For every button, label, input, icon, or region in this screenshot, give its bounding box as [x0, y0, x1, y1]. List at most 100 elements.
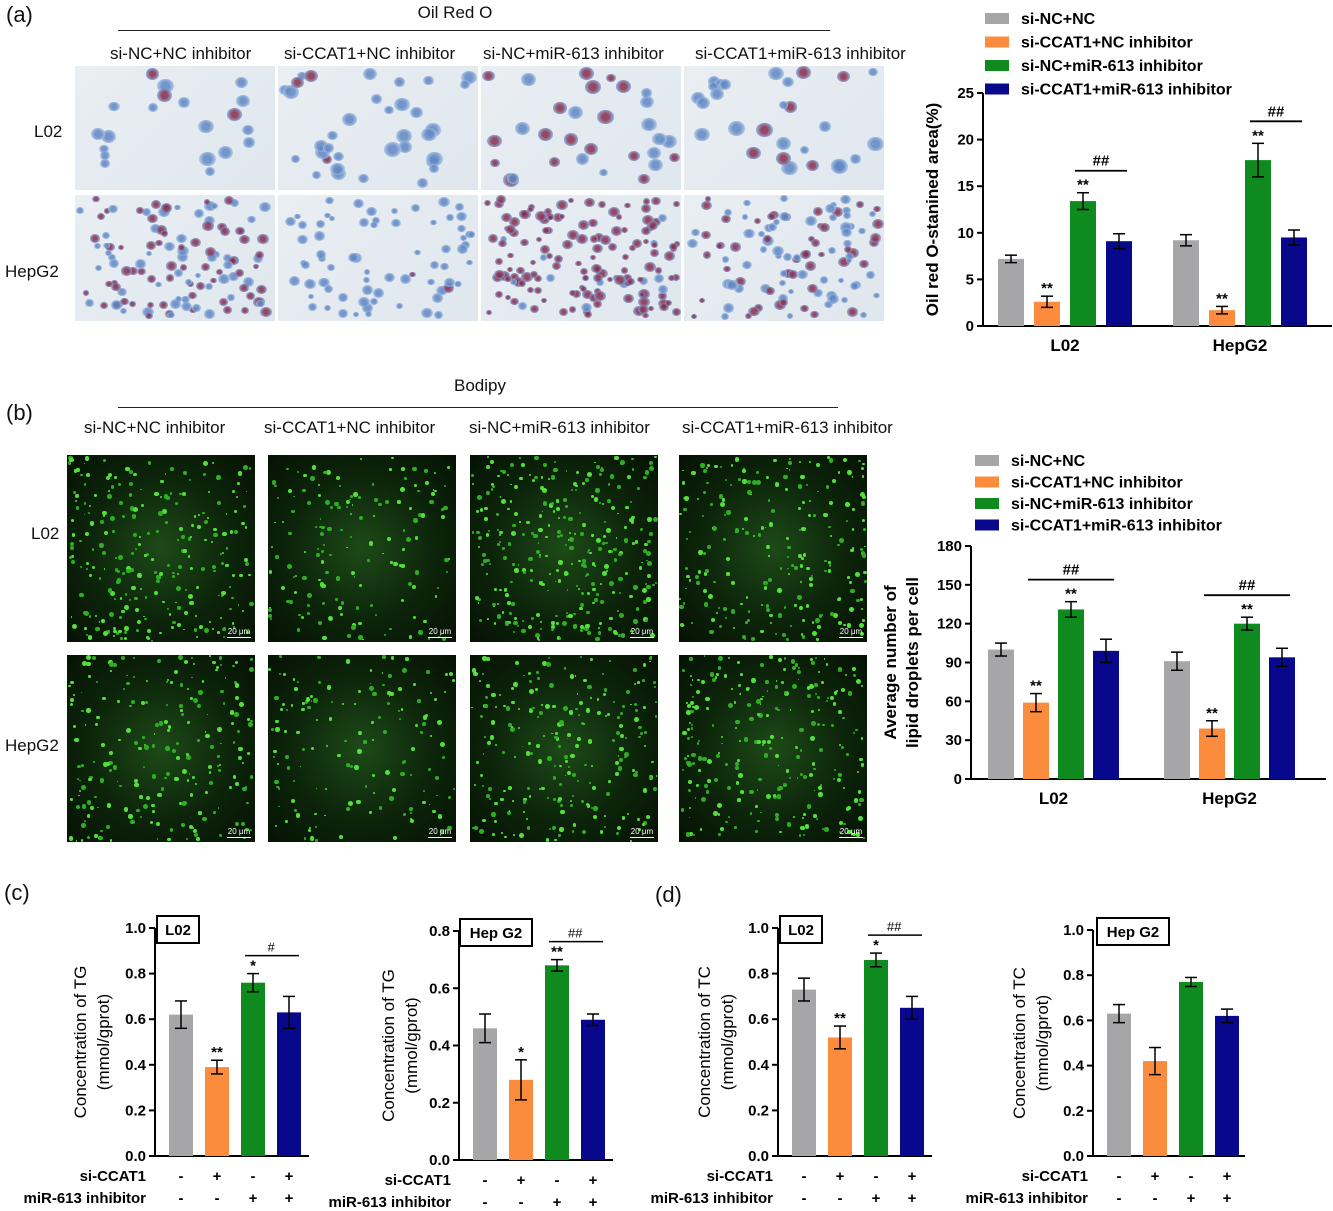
cell-line-tag: Hep G2 — [1107, 924, 1160, 941]
bracket-label: # — [267, 940, 275, 955]
treatment-row-label: si-CCAT1 — [385, 1172, 451, 1189]
bodipy-row-l02: L02 — [31, 524, 60, 543]
significance-marker: ** — [834, 1010, 846, 1027]
treatment-mark: + — [1223, 1190, 1232, 1207]
treatment-mark: - — [1153, 1190, 1158, 1207]
y-tick-label: 0.8 — [429, 923, 450, 940]
treatment-mark: - — [251, 1168, 256, 1185]
legend-label: si-CCAT1+miR-613 inhibitor — [1011, 518, 1222, 535]
y-tick-label: 5 — [966, 271, 974, 288]
y-tick-label: 0.6 — [125, 1011, 146, 1028]
scale-bar-label: 20 μm — [227, 827, 251, 836]
treatment-mark: + — [213, 1168, 222, 1185]
bar — [1093, 650, 1119, 779]
bar — [988, 649, 1014, 779]
oil-red-bar-chart: si-NC+NC si-CCAT1+NC inhibitor si-NC+miR-6… — [923, 11, 1332, 355]
treatment-mark: - — [874, 1168, 879, 1185]
panel-a-label: (a) — [6, 2, 33, 27]
y-axis-label: Average number of — [881, 585, 900, 740]
y-tick-label: 0.0 — [1063, 1148, 1084, 1165]
treatment-row-label: miR-613 inhibitor — [328, 1194, 451, 1211]
panel-b-label: (b) — [6, 400, 33, 425]
bodipy-title-rule — [118, 407, 838, 408]
treatment-mark: + — [872, 1190, 881, 1207]
bar — [581, 1019, 605, 1160]
y-axis-label: Concentration of TC — [1010, 967, 1029, 1119]
significance-marker: * — [250, 958, 256, 975]
y-tick-label: 150 — [937, 577, 962, 594]
legend-label: si-NC+NC — [1011, 453, 1086, 470]
y-tick-label: 25 — [957, 85, 974, 102]
bracket-label: ## — [1063, 562, 1080, 579]
y-axis-label: (mmol/gprot) — [402, 997, 421, 1093]
y-tick-label: 0.2 — [429, 1095, 450, 1112]
panel-d-label: (d) — [655, 882, 682, 907]
y-tick-label: 0.0 — [429, 1152, 450, 1169]
treatment-mark: - — [215, 1190, 220, 1207]
oil-red-micrograph — [684, 195, 884, 321]
bodipy-row-hepg2: HepG2 — [5, 736, 59, 755]
bodipy-micrograph: 20 μm — [470, 455, 658, 642]
scale-bar-label: 20 μm — [630, 827, 654, 836]
y-tick-label: 90 — [945, 655, 962, 672]
bar — [1058, 609, 1084, 779]
bar — [1143, 1061, 1167, 1156]
treatment-row-label: miR-613 inhibitor — [965, 1190, 1088, 1207]
y-axis-label: Concentration of TC — [695, 966, 714, 1118]
y-tick-label: 120 — [937, 616, 962, 633]
significance-marker: ** — [1030, 678, 1042, 695]
scale-bar: 20 μm — [839, 627, 863, 638]
legend-label: si-NC+miR-613 inhibitor — [1021, 58, 1203, 75]
y-tick-label: 30 — [945, 732, 962, 749]
bodipy-cond-3: si-NC+miR-613 inhibitor — [469, 418, 650, 437]
scale-bar: 20 μm — [227, 827, 251, 838]
bar — [1215, 1015, 1239, 1156]
bar — [1281, 237, 1307, 326]
treatment-mark: - — [802, 1168, 807, 1185]
significance-marker: ** — [1077, 177, 1089, 194]
bodipy-cond-4: si-CCAT1+miR-613 inhibitor — [682, 418, 893, 437]
bar — [169, 1014, 193, 1156]
bodipy-micrograph: 20 μm — [679, 655, 867, 842]
legend-swatch — [985, 36, 1009, 48]
scale-bar: 20 μm — [839, 827, 863, 838]
y-tick-label: 0.8 — [748, 966, 769, 983]
y-axis-label: (mmol/gprot) — [718, 994, 737, 1090]
y-tick-label: 1.0 — [1063, 922, 1084, 939]
significance-marker: ** — [1065, 586, 1077, 603]
significance-marker: ** — [211, 1044, 223, 1061]
y-tick-label: 1.0 — [748, 920, 769, 937]
bodipy-cond-1: si-NC+NC inhibitor — [84, 418, 226, 437]
scale-bar-label: 20 μm — [839, 627, 863, 636]
significance-marker: * — [873, 937, 879, 954]
y-tick-label: 0.4 — [429, 1038, 451, 1055]
oil-row-hepg2: HepG2 — [5, 262, 59, 281]
legend-label: si-CCAT1+NC inhibitor — [1021, 35, 1193, 52]
y-tick-label: 10 — [957, 225, 974, 242]
bar — [277, 1012, 301, 1156]
tg-hepg2-bar-chart: 0.0 0.2 0.4 0.6 0.8 Concentration of TG (mmol/… — [328, 918, 613, 1211]
x-tick-label: L02 — [1039, 789, 1068, 808]
treatment-mark: - — [1117, 1190, 1122, 1207]
significance-marker: ** — [1241, 601, 1253, 618]
bar — [241, 982, 265, 1156]
legend-swatch — [975, 455, 999, 466]
treatment-mark: + — [836, 1168, 845, 1185]
tc-l02-bar-chart: 0.0 0.2 0.4 0.6 0.8 1.0 Concentration of TC (mm… — [650, 915, 932, 1207]
treatment-row-label: miR-613 inhibitor — [23, 1190, 146, 1207]
oil-cond-4: si-CCAT1+miR-613 inhibitor — [695, 44, 906, 63]
y-tick-label: 0.6 — [1063, 1012, 1084, 1029]
bar — [864, 959, 888, 1156]
treatment-row-label: si-CCAT1 — [707, 1168, 773, 1185]
y-tick-label: 0.2 — [1063, 1103, 1084, 1120]
y-axis-label: Oil red O-stanined area(%) — [923, 103, 942, 317]
bar — [1245, 160, 1271, 326]
treatment-mark: - — [483, 1194, 488, 1211]
y-tick-label: 0.0 — [748, 1148, 769, 1165]
y-tick-label: 0.8 — [125, 966, 146, 983]
bar — [1070, 201, 1096, 326]
bar — [900, 1007, 924, 1156]
scale-bar: 20 μm — [428, 827, 452, 838]
y-tick-label: 20 — [957, 132, 974, 149]
significance-marker: ** — [1216, 290, 1228, 307]
